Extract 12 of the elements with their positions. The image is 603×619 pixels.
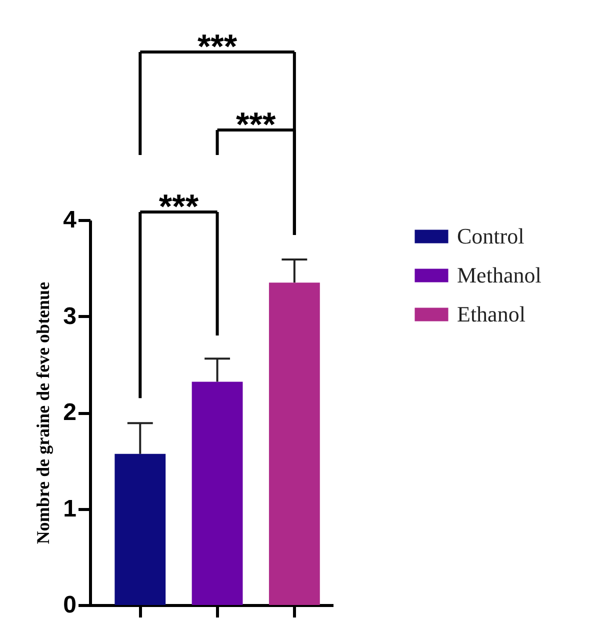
legend-label: Control: [457, 224, 524, 248]
y-axis-title: Nombre de graine de feve obtenue: [33, 282, 54, 544]
legend-label: Ethanol: [457, 302, 526, 326]
y-tick-label: 4: [63, 206, 78, 234]
y-tick-label: 2: [63, 399, 76, 426]
annotation: ***: [158, 188, 200, 226]
y-tick-label: 3: [63, 302, 76, 330]
y-tick-label: 0: [63, 592, 76, 618]
text: ***: [236, 106, 276, 144]
y-tick-label: 1: [63, 495, 76, 522]
legend-label: Methanol: [457, 262, 542, 288]
text: ***: [197, 28, 238, 66]
